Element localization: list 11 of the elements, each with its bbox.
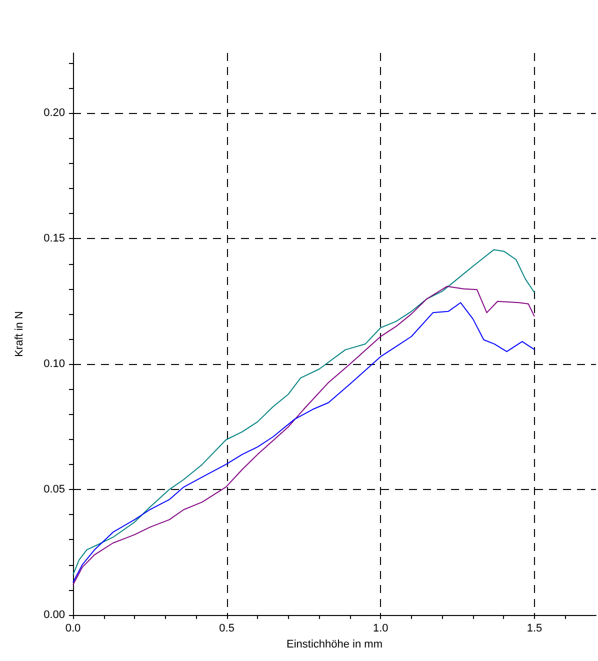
x-axis-title: Einstichhöhe in mm [286,638,382,650]
x-tick-label: 1.5 [526,622,542,634]
x-tick-label: 0.5 [219,622,234,634]
x-tick-label: 0.0 [65,622,81,634]
y-axis-title: Kraft in N [14,311,26,357]
x-tick-label: 1.0 [373,622,388,634]
y-tick-label: 0.10 [44,358,65,370]
y-tick-label: 0.05 [44,484,65,496]
y-tick-label: 0.15 [44,232,65,245]
y-tick-label: 0.00 [44,609,65,621]
y-tick-label: 0.20 [44,107,65,120]
